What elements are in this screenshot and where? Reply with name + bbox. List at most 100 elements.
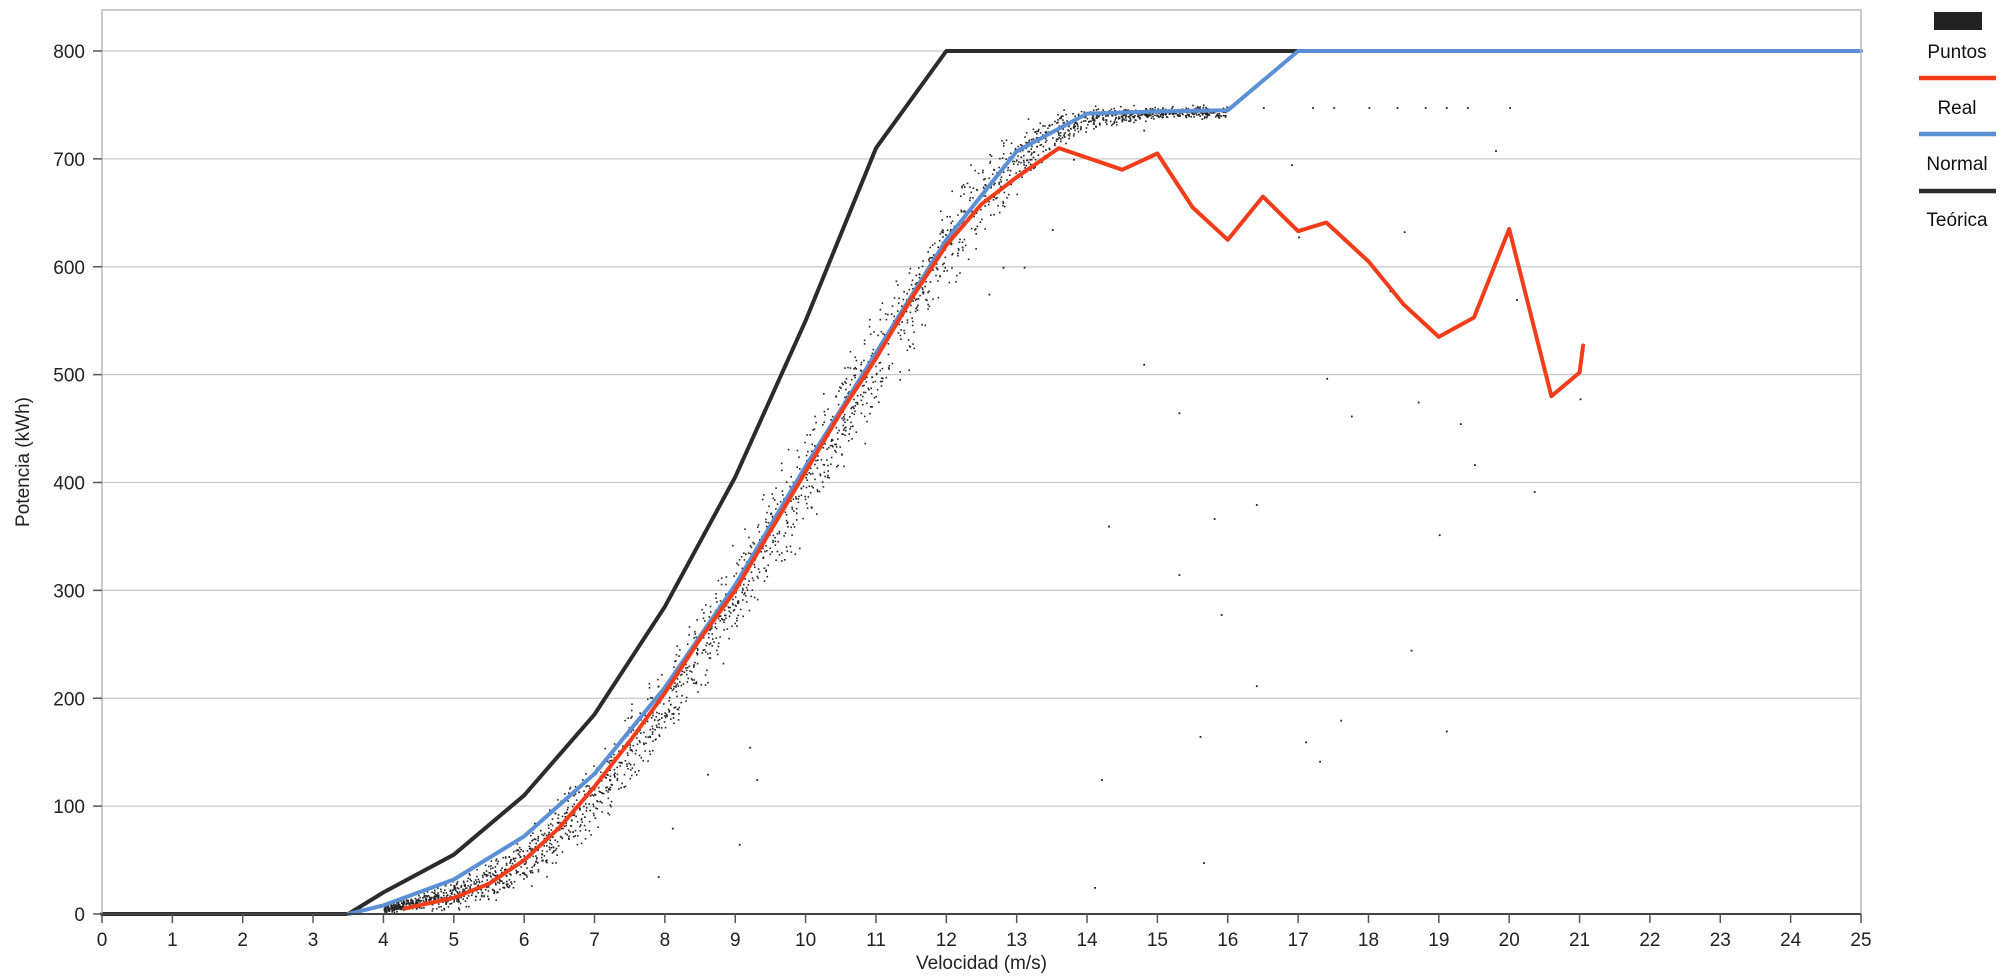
data-point xyxy=(753,596,756,599)
data-point xyxy=(860,361,863,364)
data-point xyxy=(897,302,900,304)
data-point xyxy=(791,534,793,536)
data-point xyxy=(854,410,856,413)
data-point xyxy=(574,835,577,837)
data-point xyxy=(850,425,852,428)
data-point xyxy=(728,615,731,618)
data-point xyxy=(768,505,770,508)
data-point xyxy=(1148,113,1150,115)
data-point xyxy=(1083,111,1086,113)
data-point xyxy=(1024,167,1026,169)
data-point xyxy=(767,564,769,566)
data-point xyxy=(950,242,952,244)
data-point xyxy=(584,829,587,831)
data-point xyxy=(677,719,680,721)
data-point xyxy=(658,735,661,737)
data-point xyxy=(437,897,440,899)
data-point xyxy=(845,429,847,432)
data-point xyxy=(870,355,873,357)
data-point xyxy=(812,486,814,489)
data-point xyxy=(899,379,901,381)
data-point xyxy=(693,679,695,681)
data-point xyxy=(1066,120,1068,122)
data-point xyxy=(711,645,714,647)
data-point xyxy=(485,875,488,878)
data-point xyxy=(979,221,982,223)
data-point xyxy=(425,895,428,897)
data-point xyxy=(837,438,839,440)
data-point xyxy=(766,550,768,552)
data-point xyxy=(450,902,453,905)
data-point xyxy=(589,787,591,789)
x-axis-title: Velocidad (m/s) xyxy=(916,953,1047,974)
data-point xyxy=(941,219,943,221)
data-point xyxy=(1092,121,1095,123)
data-point xyxy=(456,891,458,893)
data-point xyxy=(709,611,712,613)
x-tick-label: 21 xyxy=(1569,930,1590,951)
data-point xyxy=(1169,112,1172,115)
data-point xyxy=(725,614,727,617)
data-point xyxy=(879,361,882,364)
data-point xyxy=(685,667,687,669)
data-point xyxy=(832,439,834,441)
data-point xyxy=(505,862,508,865)
data-point xyxy=(470,894,473,896)
data-point xyxy=(440,888,442,891)
data-point xyxy=(594,793,596,796)
data-point xyxy=(458,909,461,911)
data-point xyxy=(1203,117,1206,120)
y-tick-label: 200 xyxy=(53,689,85,710)
data-point xyxy=(579,807,581,810)
data-point xyxy=(1148,114,1150,117)
data-point xyxy=(1225,115,1227,117)
data-point xyxy=(736,562,738,565)
data-point xyxy=(415,908,418,910)
data-point xyxy=(412,901,414,903)
data-point xyxy=(453,885,456,888)
data-point xyxy=(403,902,406,905)
data-point-outlier xyxy=(1438,534,1441,537)
data-point xyxy=(677,685,680,687)
data-point xyxy=(652,714,654,717)
data-point xyxy=(666,715,668,717)
data-point xyxy=(900,338,902,340)
data-point xyxy=(792,481,795,484)
data-point xyxy=(1162,114,1164,117)
data-point-outlier xyxy=(1417,401,1420,404)
data-point xyxy=(715,637,718,639)
data-point xyxy=(725,593,727,596)
data-point-outlier xyxy=(1350,415,1353,418)
data-point xyxy=(814,445,816,447)
data-point xyxy=(553,850,555,852)
data-point xyxy=(1001,140,1003,142)
data-point xyxy=(1074,122,1077,124)
data-point xyxy=(1128,115,1131,118)
data-point xyxy=(395,905,397,908)
data-point xyxy=(671,689,674,692)
data-point xyxy=(391,905,393,907)
data-point xyxy=(875,395,877,398)
data-point xyxy=(914,283,917,285)
data-point xyxy=(1114,119,1116,121)
data-point xyxy=(1162,108,1164,110)
data-point xyxy=(842,433,844,435)
data-point xyxy=(1124,108,1127,111)
data-point xyxy=(588,785,590,787)
data-point xyxy=(636,743,639,746)
data-point xyxy=(676,708,679,710)
data-point xyxy=(1205,106,1207,109)
x-tick-label: 11 xyxy=(866,930,886,951)
data-point xyxy=(815,421,817,424)
data-point xyxy=(1045,131,1048,133)
data-point xyxy=(972,197,974,199)
data-point xyxy=(866,402,868,405)
data-point xyxy=(627,754,629,757)
data-point xyxy=(743,559,746,561)
data-point xyxy=(1115,124,1118,126)
data-point xyxy=(1133,117,1135,119)
data-point xyxy=(394,908,396,910)
data-point xyxy=(390,906,393,909)
y-tick-label: 400 xyxy=(53,474,85,495)
data-point xyxy=(631,767,634,769)
